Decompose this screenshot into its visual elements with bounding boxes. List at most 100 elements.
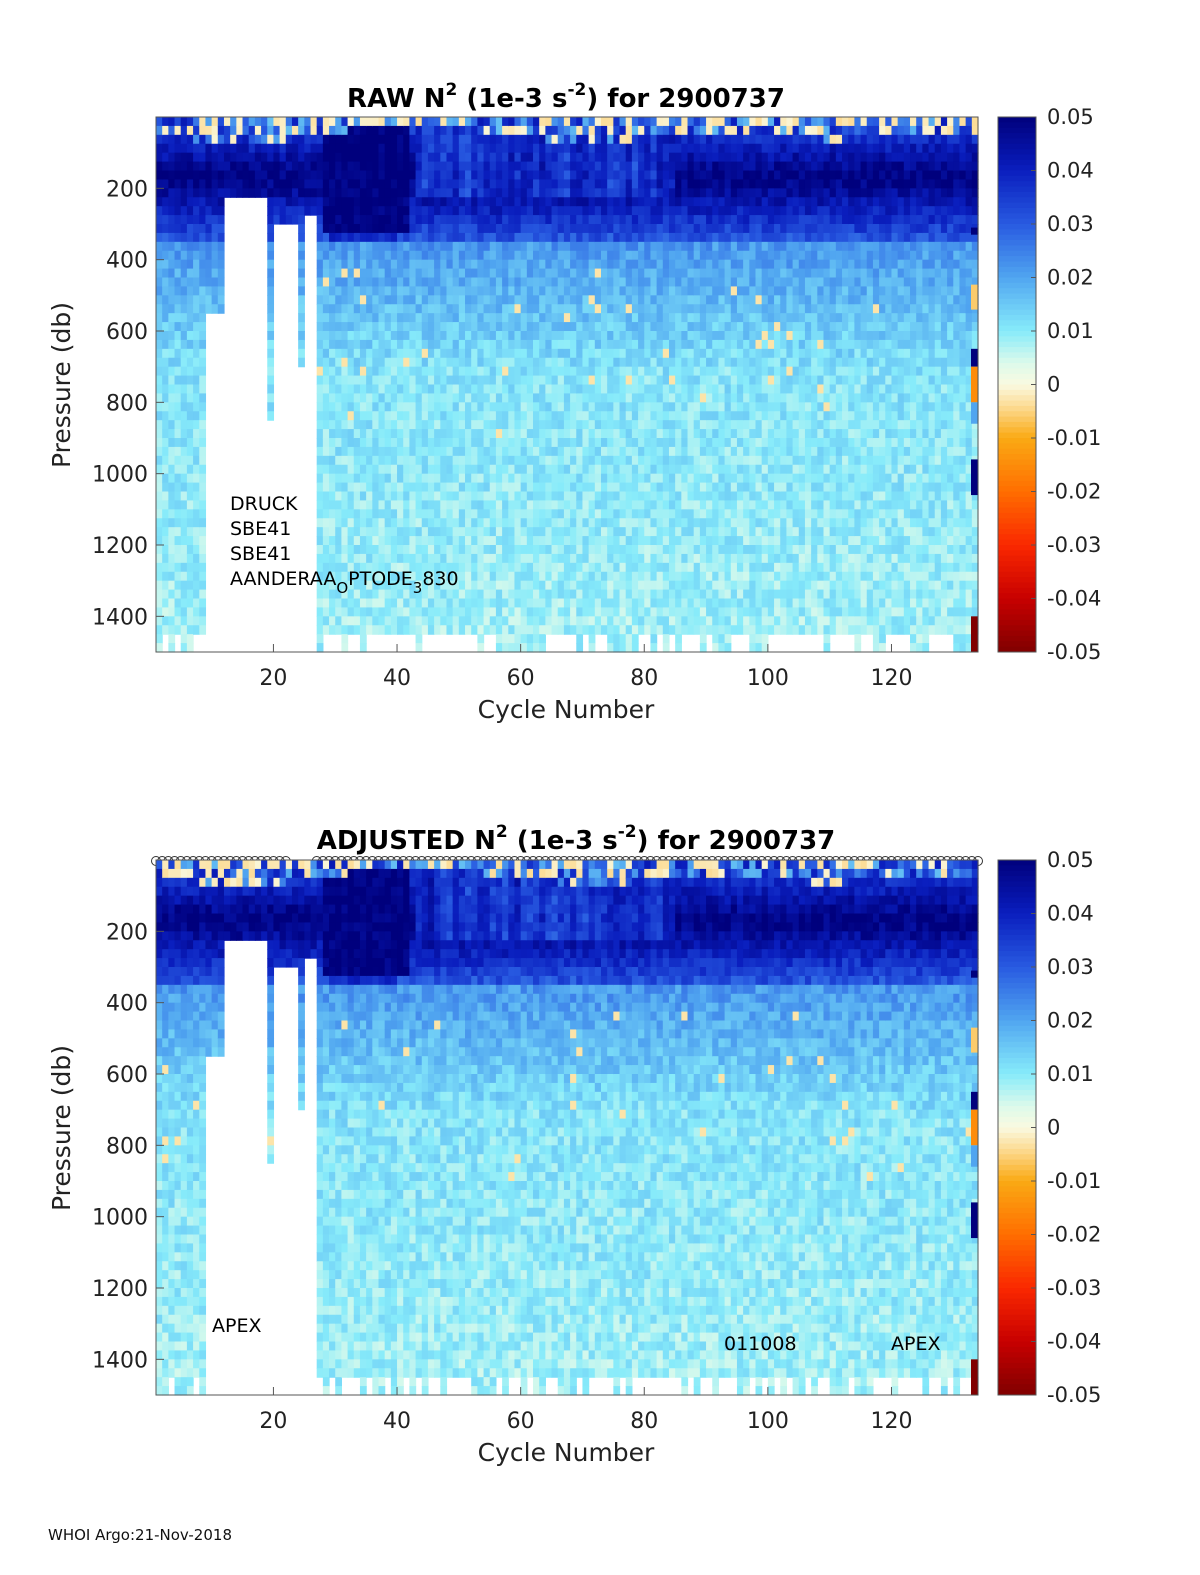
- heatmap-cell: [582, 179, 590, 189]
- heatmap-cell: [180, 277, 188, 288]
- heatmap-cell: [743, 384, 750, 395]
- heatmap-cell: [588, 634, 596, 644]
- heatmap-cell: [508, 545, 516, 555]
- heatmap-cell: [236, 134, 244, 145]
- heatmap-cell: [316, 134, 324, 145]
- heatmap-cell: [446, 607, 454, 617]
- heatmap-cell: [514, 366, 522, 377]
- heatmap-cell: [551, 527, 559, 537]
- heatmap-cell: [384, 134, 392, 145]
- heatmap-cell: [465, 277, 472, 288]
- heatmap-cell: [322, 411, 330, 421]
- heatmap-cell: [730, 580, 738, 591]
- heatmap-cell: [409, 616, 417, 626]
- heatmap-cell: [514, 616, 522, 626]
- heatmap-cell: [341, 348, 349, 359]
- heatmap-cell: [706, 384, 713, 395]
- heatmap-cell: [211, 286, 219, 296]
- heatmap-cell: [421, 197, 429, 207]
- heatmap-cell: [638, 571, 645, 582]
- heatmap-cell: [520, 188, 528, 198]
- heatmap-cell: [322, 322, 330, 332]
- heatmap-cell: [619, 134, 627, 145]
- heatmap-cell: [539, 420, 546, 430]
- heatmap-cell: [483, 339, 491, 350]
- heatmap-cell: [390, 250, 398, 261]
- heatmap-cell: [631, 215, 639, 225]
- heatmap-cell: [687, 536, 695, 546]
- heatmap-cell: [625, 464, 633, 475]
- heatmap-cell: [322, 527, 330, 537]
- heatmap-cell: [390, 473, 398, 484]
- heatmap-cell: [545, 197, 553, 207]
- heatmap-cell: [310, 197, 318, 207]
- heatmap-cell: [557, 464, 565, 475]
- heatmap-cell: [205, 125, 213, 136]
- heatmap-cell: [533, 322, 540, 332]
- heatmap-cell: [539, 170, 546, 181]
- heatmap-cell: [254, 134, 262, 145]
- heatmap-cell: [712, 625, 720, 635]
- heatmap-cell: [570, 215, 577, 225]
- heatmap-cell: [477, 250, 485, 261]
- heatmap-cell: [533, 446, 540, 457]
- heatmap-cell: [347, 143, 355, 154]
- heatmap-cell: [421, 250, 429, 261]
- heatmap-cell: [743, 438, 750, 448]
- heatmap-cell: [607, 438, 614, 448]
- heatmap-cell: [193, 304, 200, 314]
- heatmap-cell: [397, 482, 404, 493]
- heatmap-cell: [427, 143, 435, 154]
- heatmap-cell: [514, 411, 522, 421]
- heatmap-cell: [409, 536, 417, 546]
- heatmap-cell: [600, 571, 608, 582]
- heatmap-cell: [662, 553, 670, 564]
- heatmap-cell: [594, 580, 602, 591]
- heatmap-cell: [458, 545, 466, 555]
- heatmap-cell: [186, 536, 194, 546]
- heatmap-cell: [298, 268, 305, 279]
- heatmap-cell: [644, 286, 652, 296]
- heatmap-cell: [545, 277, 553, 288]
- heatmap-cell: [570, 473, 577, 484]
- heatmap-cell: [230, 161, 237, 172]
- heatmap-cell: [372, 616, 380, 626]
- heatmap-cell: [607, 322, 614, 332]
- heatmap-cell: [440, 250, 448, 261]
- heatmap-cell: [465, 455, 472, 466]
- heatmap-cell: [217, 197, 225, 207]
- heatmap-cell: [712, 224, 720, 234]
- heatmap-cell: [322, 375, 330, 386]
- heatmap-cell: [508, 143, 516, 154]
- heatmap-cell: [390, 446, 398, 457]
- heatmap-cell: [458, 402, 466, 412]
- heatmap-cell: [570, 536, 577, 546]
- heatmap-cell: [248, 152, 256, 163]
- heatmap-cell: [545, 134, 553, 145]
- heatmap-cell: [434, 250, 441, 261]
- heatmap-cell: [755, 348, 763, 359]
- heatmap-cell: [755, 643, 763, 653]
- heatmap-cell: [557, 545, 565, 555]
- heatmap-cell: [415, 322, 423, 332]
- heatmap-cell: [267, 125, 275, 136]
- heatmap-cell: [403, 402, 410, 412]
- heatmap-cell: [743, 241, 750, 252]
- heatmap-cell: [366, 607, 373, 617]
- heatmap-cell: [576, 313, 584, 323]
- heatmap-cell: [749, 607, 757, 617]
- heatmap-cell: [458, 446, 466, 457]
- heatmap-cell: [409, 420, 417, 430]
- heatmap-cell: [483, 393, 491, 403]
- heatmap-cell: [650, 206, 658, 216]
- heatmap-cell: [600, 331, 608, 341]
- heatmap-cell: [600, 589, 608, 600]
- heatmap-cell: [662, 170, 670, 181]
- heatmap-cell: [681, 527, 689, 537]
- heatmap-cell: [631, 188, 639, 198]
- heatmap-cell: [526, 250, 534, 261]
- heatmap-cell: [625, 313, 633, 323]
- heatmap-cell: [372, 607, 380, 617]
- heatmap-cell: [718, 580, 726, 591]
- heatmap-cell: [594, 420, 602, 430]
